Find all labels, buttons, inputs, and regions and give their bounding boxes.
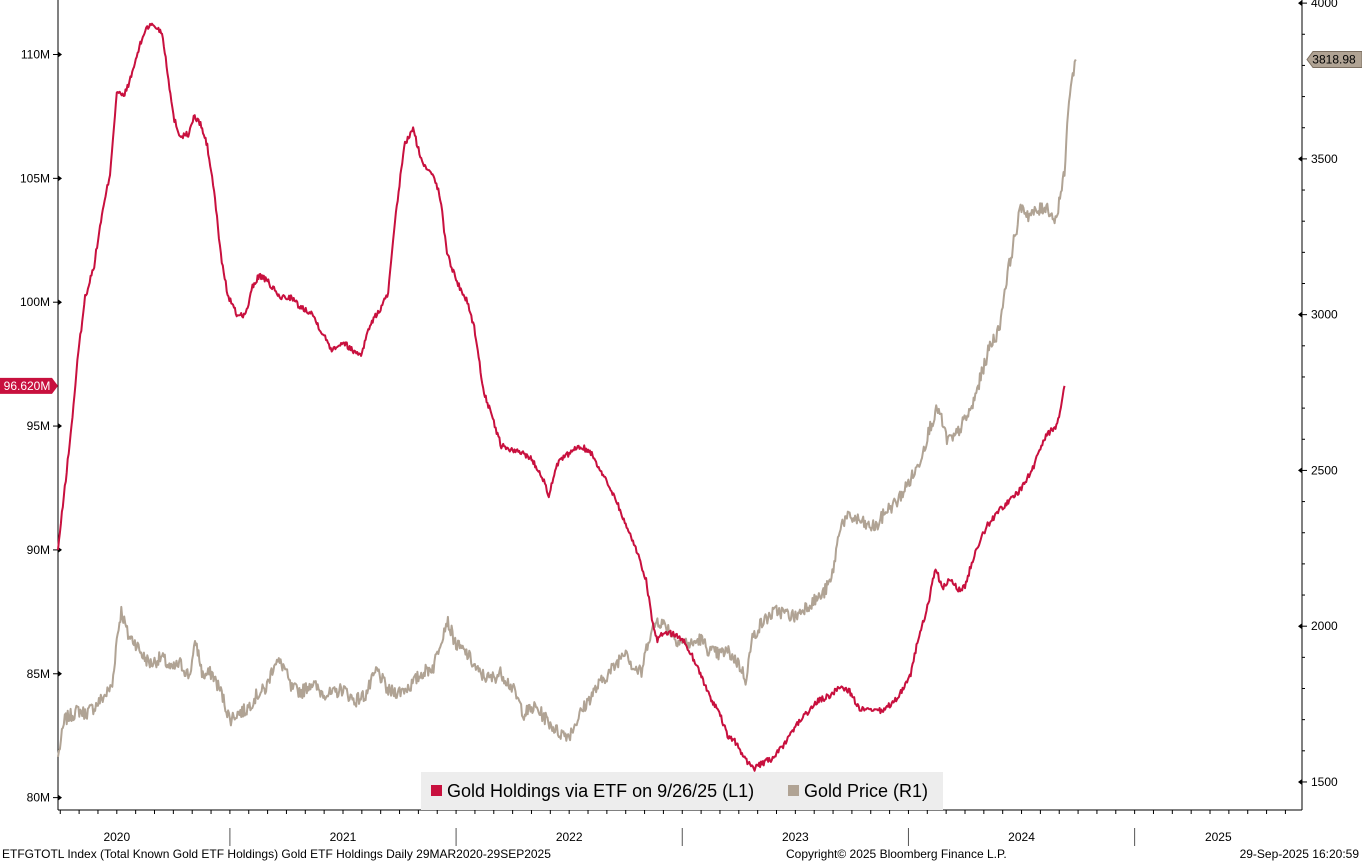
footer-source: ETFGTOTL Index (Total Known Gold ETF Hol… (2, 847, 551, 861)
price-last-value-label: 3818.98 (1312, 53, 1356, 67)
gold-price-series (57, 59, 1077, 758)
left-tick-label: 95M (27, 419, 50, 433)
right-tick-arrow (1298, 0, 1302, 7)
left-tick-label: 100M (20, 295, 50, 309)
legend-label-price: Gold Price (R1) (804, 781, 928, 801)
year-label: 2024 (1008, 830, 1035, 844)
series-line (57, 59, 1077, 758)
etf-holdings-series (57, 22, 1066, 772)
year-label: 2022 (556, 830, 583, 844)
etf-last-value-badge (0, 377, 58, 394)
series-line (57, 22, 1066, 772)
last-value-badges: 96.620M 3818.98 (0, 51, 1362, 394)
chart-axes: 80M 85M 90M 95M 100M 105M 110M 1500 2000 2500 3000… (20, 0, 1338, 846)
right-tick-label: 4000 (1311, 0, 1338, 10)
right-tick-label: 3000 (1311, 308, 1338, 322)
year-label: 2023 (782, 830, 809, 844)
legend-box (421, 772, 943, 810)
left-tick-label: 85M (27, 667, 50, 681)
left-tick-label: 110M (21, 47, 50, 61)
left-tick-arrow (58, 670, 62, 677)
left-tick-arrow (58, 423, 62, 430)
left-tick-arrow (58, 51, 62, 58)
year-label: 2020 (103, 830, 130, 844)
right-tick-label: 3500 (1311, 152, 1338, 166)
footer: ETFGTOTL Index (Total Known Gold ETF Hol… (0, 847, 1362, 863)
right-tick-arrow (1298, 155, 1302, 162)
right-tick-arrow (1298, 311, 1302, 318)
legend-swatch-etf (431, 785, 442, 796)
right-tick-label: 1500 (1311, 775, 1338, 789)
legend: Gold Holdings via ETF on 9/26/25 (L1) Gol… (421, 772, 943, 810)
left-tick-arrow (58, 175, 62, 182)
left-tick-label: 105M (20, 171, 50, 185)
footer-copyright: Copyright© 2025 Bloomberg Finance L.P. (786, 847, 1007, 861)
footer-timestamp: 29-Sep-2025 16:20:59 (1239, 847, 1359, 861)
left-tick-label: 80M (27, 791, 50, 805)
year-label: 2021 (330, 830, 357, 844)
right-tick-label: 2500 (1311, 463, 1338, 477)
price-last-value-badge (1306, 51, 1362, 69)
left-tick-label: 90M (27, 543, 50, 557)
legend-label-etf: Gold Holdings via ETF on 9/26/25 (L1) (447, 781, 754, 801)
right-tick-arrow (1298, 623, 1302, 630)
etf-last-value-label: 96.620M (4, 379, 51, 393)
right-tick-label: 2000 (1311, 619, 1338, 633)
year-label: 2025 (1205, 830, 1232, 844)
right-tick-arrow (1298, 467, 1302, 474)
legend-swatch-price (788, 785, 799, 796)
left-tick-arrow (58, 299, 62, 306)
right-tick-arrow (1298, 778, 1302, 785)
left-tick-arrow (58, 794, 62, 801)
